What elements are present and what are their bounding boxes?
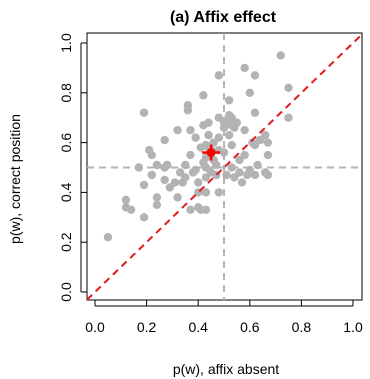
data-point (163, 160, 172, 170)
data-point (181, 160, 190, 170)
data-point (214, 71, 224, 80)
mean-point (206, 148, 216, 158)
data-point (152, 193, 162, 202)
y-tick-label: 0.8 (58, 83, 74, 103)
data-point (160, 175, 169, 185)
data-point (170, 178, 180, 187)
data-point (191, 165, 200, 175)
data-point (152, 200, 162, 210)
data-point (204, 118, 213, 127)
x-tick-label: 0.0 (85, 319, 105, 335)
data-point (204, 130, 213, 140)
data-point (152, 160, 162, 170)
data-point (160, 135, 169, 145)
data-point (276, 51, 285, 60)
data-point (147, 170, 156, 180)
x-tick-label: 1.0 (343, 319, 363, 335)
data-point (232, 118, 242, 127)
data-point (235, 168, 244, 177)
y-tick-label: 0.0 (58, 282, 74, 302)
data-point (261, 130, 270, 140)
data-point (212, 160, 221, 170)
data-point (284, 113, 293, 122)
data-point (175, 168, 185, 177)
data-point (139, 108, 149, 117)
data-point (219, 148, 229, 157)
y-tick-label: 0.2 (58, 232, 74, 252)
data-point (253, 160, 262, 170)
x-tick-label: 0.8 (292, 319, 312, 335)
y-tick-label: 0.6 (58, 133, 74, 153)
data-point (121, 195, 131, 205)
data-point (194, 178, 203, 187)
data-point (186, 125, 195, 135)
data-point (222, 170, 231, 180)
data-point (191, 133, 200, 142)
data-point (227, 140, 236, 150)
chart-title: (a) Affix effect (170, 9, 277, 26)
x-tick-label: 0.2 (137, 319, 157, 335)
data-point (227, 113, 236, 122)
x-axis-label: p(w), affix absent (173, 361, 279, 377)
data-point (183, 106, 193, 115)
data-point (250, 170, 260, 180)
data-point (181, 173, 190, 182)
data-point (139, 180, 149, 190)
data-point (240, 150, 249, 160)
data-point (201, 188, 211, 197)
data-point (245, 165, 254, 175)
data-point (224, 96, 234, 105)
data-point (240, 63, 249, 73)
data-point (214, 113, 224, 122)
data-point (227, 163, 236, 172)
data-point (250, 108, 260, 117)
data-point (230, 173, 239, 182)
data-point (165, 183, 175, 192)
x-tick-label: 0.6 (240, 319, 260, 335)
data-point (186, 150, 195, 160)
data-point (255, 135, 265, 145)
data-point (214, 188, 224, 197)
data-point (235, 155, 244, 165)
data-point (147, 150, 156, 160)
x-tick-label: 0.4 (188, 319, 208, 335)
data-point (250, 140, 260, 150)
data-point (201, 205, 211, 215)
data-point (186, 205, 195, 215)
data-point (173, 125, 182, 135)
data-point (173, 193, 182, 202)
data-point (201, 163, 211, 172)
data-point (139, 213, 149, 222)
data-point (126, 205, 136, 215)
data-point (240, 125, 249, 135)
y-tick-label: 0.4 (58, 182, 74, 202)
data-point (263, 150, 273, 160)
data-point (224, 130, 234, 140)
data-point (201, 173, 211, 182)
data-point (219, 123, 229, 132)
data-point (250, 71, 260, 80)
data-point (134, 163, 144, 172)
data-point (214, 133, 224, 142)
data-point (263, 170, 273, 180)
data-point (199, 91, 208, 100)
y-tick-label: 1.0 (58, 33, 74, 53)
diagonal-line (86, 33, 363, 301)
data-point (237, 178, 247, 187)
data-point (284, 83, 293, 93)
data-point (103, 233, 113, 242)
data-point (245, 88, 254, 98)
y-axis-label: p(w), correct position (7, 114, 23, 244)
data-point (263, 138, 273, 147)
